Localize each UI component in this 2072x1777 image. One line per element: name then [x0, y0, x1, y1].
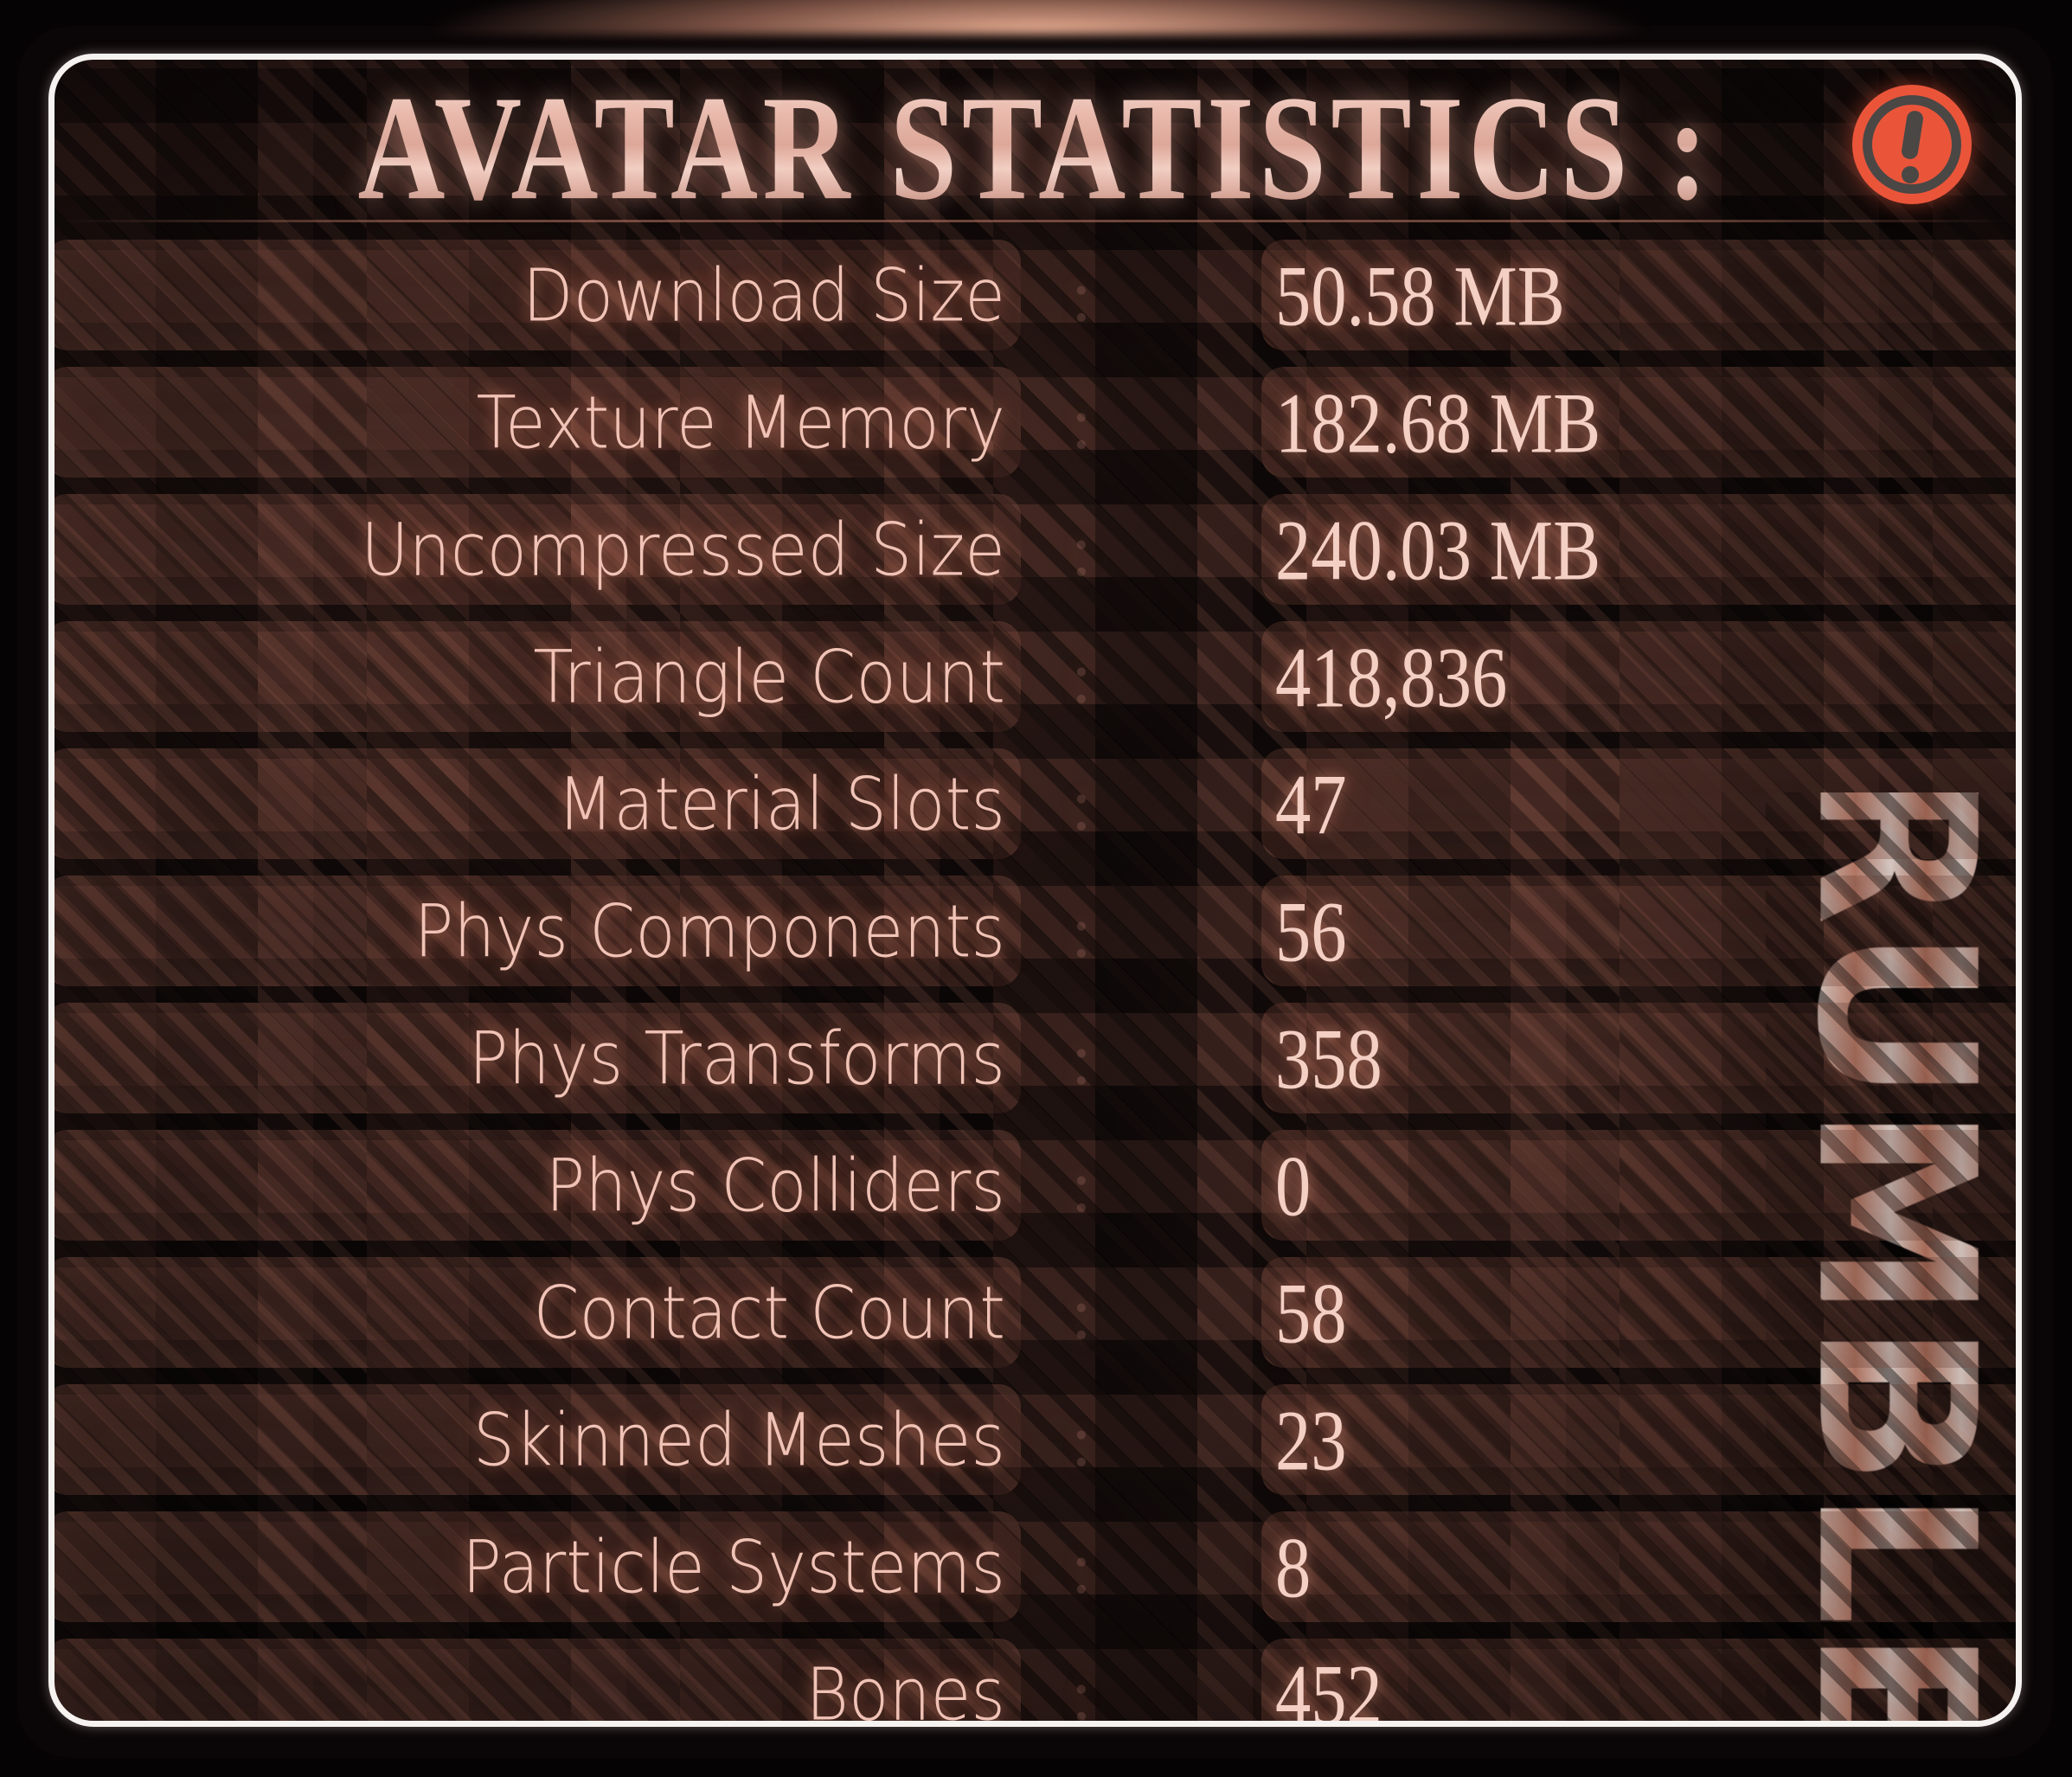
table-row: Bones: 452: [54, 1631, 2017, 1722]
stat-label-background: [54, 1511, 1021, 1622]
stat-value-background: [1261, 1257, 2017, 1368]
stat-value-background: [1261, 1003, 2017, 1113]
stat-value: 240.03 MB: [1275, 501, 1601, 599]
stat-label-background: [54, 621, 1021, 732]
stat-label-background: [54, 1384, 1021, 1495]
stat-label: Phys Colliders: [545, 1143, 1005, 1229]
stat-label-background: [54, 240, 1021, 350]
stat-value-background: [1261, 1511, 2017, 1622]
stat-separator-icon: :: [1071, 381, 1092, 465]
header-divider: [59, 220, 2011, 222]
stat-separator-icon: :: [1071, 889, 1092, 973]
stat-value-background: [1261, 1130, 2017, 1241]
stat-separator-icon: :: [1071, 1017, 1092, 1100]
stat-value: 358: [1275, 1010, 1382, 1107]
stat-label: Texture Memory: [476, 380, 1005, 465]
stat-value: 47: [1275, 755, 1347, 853]
stat-value: 8: [1275, 1518, 1312, 1616]
statistics-list: Download Size: 50.58 MB Texture Memory: 182…: [54, 232, 2017, 1722]
stat-value: 56: [1275, 882, 1347, 980]
panel-header: AVATAR STATISTICS :: [54, 59, 2017, 232]
stat-value-background: [1261, 621, 2017, 732]
warning-icon-dot: [1902, 166, 1919, 183]
stat-label: Phys Components: [414, 888, 1005, 974]
table-row: Phys Transforms: 358: [54, 995, 2017, 1122]
table-row: Particle Systems: 8: [54, 1504, 2017, 1631]
table-row: Download Size: 50.58 MB: [54, 232, 2017, 359]
stat-value: 0: [1275, 1137, 1312, 1235]
stat-label: Uncompressed Size: [360, 507, 1005, 593]
stat-label: Material Slots: [556, 761, 1005, 847]
stat-value: 452: [1275, 1645, 1382, 1722]
stat-label: Triangle Count: [533, 634, 1005, 720]
warning-exclamation-icon[interactable]: [1852, 85, 1972, 204]
table-row: Triangle Count: 418,836: [54, 613, 2017, 741]
table-row: Phys Colliders: 0: [54, 1122, 2017, 1249]
stat-separator-icon: :: [1071, 762, 1092, 846]
stat-value-background: [1261, 367, 2017, 478]
table-row: Phys Components: 56: [54, 868, 2017, 995]
stat-value-background: [1261, 494, 2017, 605]
stat-label: Download Size: [523, 253, 1005, 338]
stat-value-background: [1261, 1384, 2017, 1495]
stat-label-background: [54, 494, 1021, 605]
stat-separator-icon: :: [1071, 1652, 1092, 1722]
stat-label-background: [54, 1130, 1021, 1241]
stat-value: 418,836: [1275, 628, 1508, 726]
table-row: Texture Memory: 182.68 MB: [54, 359, 2017, 486]
table-row: Skinned Meshes: 23: [54, 1376, 2017, 1504]
stat-label-background: [54, 748, 1021, 859]
stat-label: Phys Transforms: [468, 1016, 1005, 1101]
stat-value: 58: [1275, 1264, 1347, 1362]
stat-separator-icon: :: [1071, 1271, 1092, 1355]
stat-label: Particle Systems: [462, 1524, 1005, 1610]
stat-label: Bones: [805, 1652, 1005, 1722]
stat-separator-icon: :: [1071, 508, 1092, 592]
stat-value: 23: [1275, 1391, 1347, 1489]
stat-label: Skinned Meshes: [472, 1397, 1005, 1483]
table-row: Contact Count: 58: [54, 1249, 2017, 1376]
stat-label-background: [54, 876, 1021, 986]
table-row: Material Slots: 47: [54, 741, 2017, 868]
stat-value: 50.58 MB: [1275, 247, 1565, 344]
stat-value-background: [1261, 240, 2017, 350]
stat-label-background: [54, 1639, 1021, 1722]
warning-icon-ring: [1863, 95, 1961, 194]
stat-label-background: [54, 1003, 1021, 1113]
page-title: AVATAR STATISTICS :: [132, 62, 1938, 234]
stat-value-background: [1261, 876, 2017, 986]
stat-separator-icon: :: [1071, 253, 1092, 337]
stat-separator-icon: :: [1071, 1398, 1092, 1482]
stat-separator-icon: :: [1071, 1144, 1092, 1228]
stat-label-background: [54, 1257, 1021, 1368]
stat-label: Contact Count: [533, 1270, 1005, 1356]
stat-separator-icon: :: [1071, 1525, 1092, 1609]
statistics-panel: RUMBLE AVATAR STATISTICS : Download Size…: [54, 59, 2017, 1722]
stat-label-background: [54, 367, 1021, 478]
stat-separator-icon: :: [1071, 635, 1092, 719]
table-row: Uncompressed Size: 240.03 MB: [54, 486, 2017, 613]
background-vignette: [54, 59, 2017, 1722]
stat-value-background: [1261, 748, 2017, 859]
stat-value-background: [1261, 1639, 2017, 1722]
stat-value: 182.68 MB: [1275, 374, 1601, 472]
